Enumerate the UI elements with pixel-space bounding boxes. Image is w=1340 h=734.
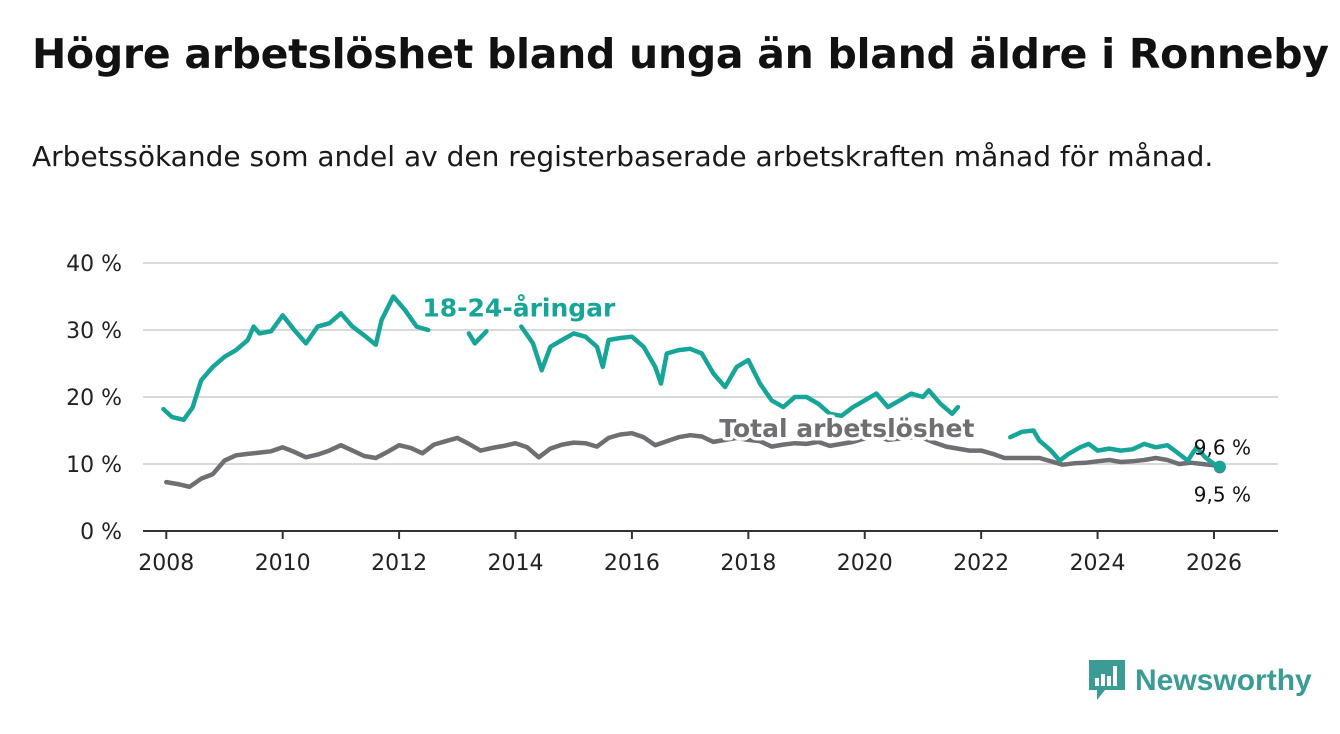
youth-series-line	[466, 329, 489, 346]
x-tick-label: 2018	[720, 551, 776, 576]
youth-series-line	[1008, 428, 1223, 469]
y-tick-label: 0 %	[80, 520, 122, 545]
x-tick-label: 2016	[604, 551, 660, 576]
youth-series-line	[519, 324, 961, 419]
total-series-label: Total arbetslöshet	[719, 414, 974, 443]
x-tick-label: 2026	[1186, 551, 1242, 576]
x-tick-label: 2008	[138, 551, 194, 576]
youth-end-point	[1213, 460, 1226, 473]
total-series-line	[164, 430, 1223, 490]
y-axis-tick-labels: 0 % 10 % 20 % 30 % 40 %	[66, 252, 122, 545]
total-end-value-label: 9,5 %	[1194, 482, 1251, 506]
youth-end-value-label: 9,6 %	[1194, 436, 1251, 460]
bar-chart-icon	[1089, 660, 1125, 700]
x-tick-label: 2014	[488, 551, 544, 576]
chart-title: Högre arbetslöshet bland unga än bland ä…	[32, 30, 1329, 78]
x-tick-label: 2020	[837, 551, 893, 576]
y-tick-label: 10 %	[66, 453, 122, 478]
y-tick-label: 40 %	[66, 252, 122, 277]
x-tick-label: 2012	[371, 551, 427, 576]
series-lines	[161, 294, 1226, 490]
chart-subtitle: Arbetssökande som andel av den registerb…	[32, 140, 1214, 173]
x-tick-label: 2010	[255, 551, 311, 576]
youth-series-line	[161, 294, 431, 423]
y-tick-label: 20 %	[66, 386, 122, 411]
x-axis: 2008 2010 2012 2014 2016 2018 2020 2022 2024 2026	[138, 530, 1278, 576]
x-tick-label: 2022	[953, 551, 1009, 576]
gridlines	[143, 262, 1278, 465]
youth-series-label: 18-24-åringar	[422, 294, 616, 323]
x-tick-label: 2024	[1070, 551, 1126, 576]
newsworthy-logo: Newsworthy	[1089, 660, 1312, 702]
y-tick-label: 30 %	[66, 319, 122, 344]
brand-name: Newsworthy	[1135, 664, 1312, 697]
series-labels: 18-24-åringar Total arbetslöshet 9,6 % 9,5 …	[419, 290, 1251, 506]
